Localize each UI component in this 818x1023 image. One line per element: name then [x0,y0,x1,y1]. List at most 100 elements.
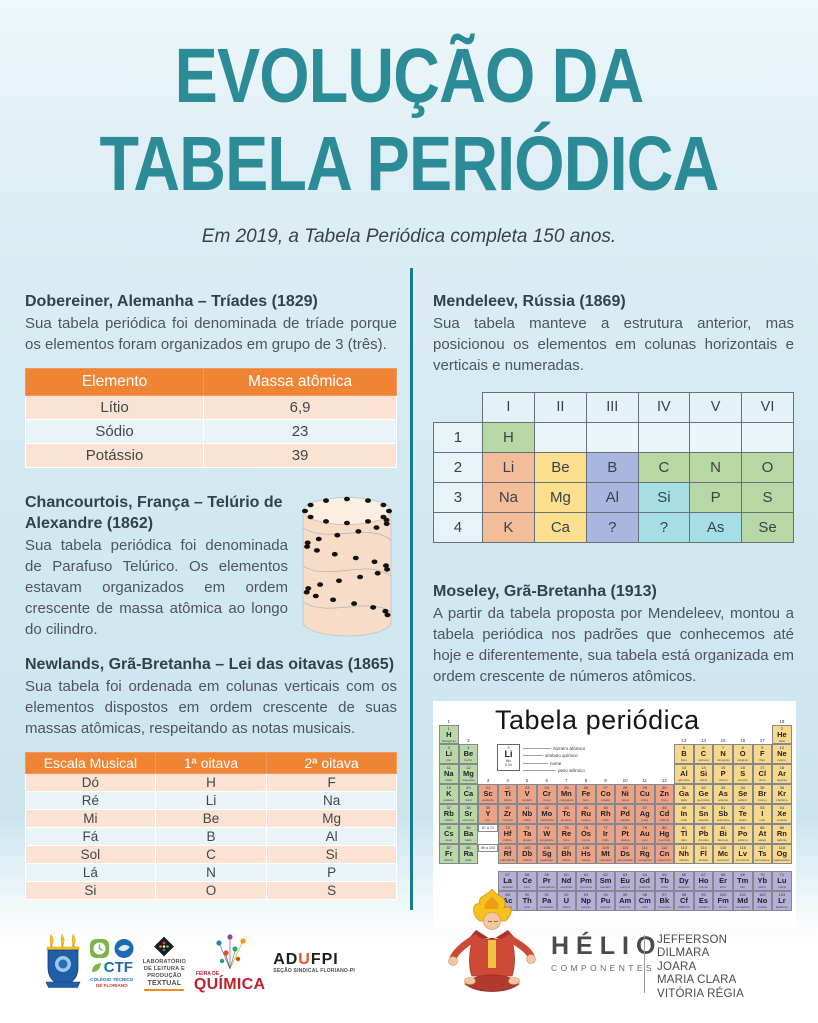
element-name: silício [699,778,708,783]
element-name: califórnio [677,904,690,909]
column-divider [410,268,413,910]
mendeleev-element-Al: Al [585,481,639,513]
element-symbol: F [760,749,765,759]
element-symbol: Sn [698,809,709,819]
moseley-heading: Moseley, Grã-Bretanha (1913) [433,582,657,600]
element-number: 37 [446,805,452,811]
element-name: amerício [619,904,631,909]
element-number: 43 [564,805,569,811]
element-Ra: 88 Ra rádio [458,843,479,864]
element-number: 62 [603,871,608,877]
poster-title-line1: EVOLUÇÃO DA [174,33,645,119]
element-Xe: 54 Xe xenônio [772,804,792,824]
element-symbol: Bi [719,828,727,838]
mendeleev-element-H: H [481,421,535,453]
element-symbol: Ir [603,828,609,838]
table-header-row: Elemento Massa atômica [24,368,397,396]
element-Be: 4 Be berílio [458,744,479,765]
element-name: mercúrio [658,837,671,842]
credit-name: VITÓRIA RÉGIA [657,987,744,1000]
element-number: 86 [779,824,785,830]
element-symbol: Ar [777,769,787,779]
mendeleev-element-Li: Li [481,451,535,483]
element-number: 71 [779,871,785,877]
ctf-line1: COLÉGIO TÉCNICO [90,976,134,982]
element-name: rubídio [444,818,454,823]
element-name: germânio [697,798,710,803]
table-row: Sol C Si [25,845,397,864]
element-name: dúbnio [522,857,532,862]
element-symbol: Y [485,809,491,819]
poster-title: EVOLUÇÃO DA TABELA PERIÓDICA [0,32,818,208]
element-Ds: 110 Ds darmstádtio [615,843,635,864]
element-symbol: Cs [444,828,454,838]
element-Tl: 81 Tl tálio [674,823,694,844]
element-number: 10 [779,745,785,751]
element-number: 107 [563,844,570,850]
element-number: 118 [778,844,786,850]
element-name: cério [523,884,531,889]
adufpi-title: ADUFPI [273,950,339,968]
element-symbol: Rn [776,828,787,838]
element-name: oxigênio [737,758,749,763]
element-symbol: Li [445,749,453,759]
element-name: enxofre [737,778,748,783]
element-name: praseodímio [538,884,556,889]
element-number: 103 [778,891,786,897]
legend-atomic-number: 3 [507,744,510,750]
element-name: arsênio [718,798,729,803]
element-name: radônio [776,837,787,842]
table-cell: Ré [25,791,156,810]
element-symbol: Zn [659,789,669,799]
element-Ba: 56 Ba bário [458,823,479,844]
table-cell: H [154,773,268,792]
table-cell: 6,9 [203,395,397,420]
element-symbol: V [524,789,530,799]
element-symbol: Lu [777,875,787,885]
element-name: érbio [719,884,727,889]
legend-labels: número atômico símbolo químico nome peso… [523,744,585,773]
element-symbol: Cn [659,848,670,858]
element-number: 98 [681,891,687,897]
actinide-range-marker: 89 a 103 [478,843,498,852]
element-symbol: La [503,875,512,885]
element-name: cádmio [659,818,670,823]
element-In: 49 In índio [674,804,694,824]
element-symbol: Au [639,828,650,838]
element-symbol: N [720,749,726,759]
element-Ni: 28 Ni níquel [615,784,635,805]
poster-subtitle: Em 2019, a Tabela Periódica completa 150… [201,226,617,247]
group-label-7: 7 [565,778,568,784]
element-symbol: Gd [639,875,650,885]
element-name: astato [758,837,767,842]
element-symbol: Si [699,769,708,779]
element-Tc: 43 Tc tecnécio [556,804,577,824]
element-Ru: 44 Ru rutênio [576,804,596,824]
table-cell: Mi [25,809,156,828]
credit-name: MARIA CLARA [657,974,737,987]
adufpi-subtitle: SEÇÃO SINDICAL FLORIANO-PI [273,967,355,974]
element-Bh: 107 Bh bóhrio [556,843,577,864]
table-cell: 39 [203,443,397,468]
element-symbol: Np [580,895,591,905]
element-name: neônio [777,758,787,763]
element-name: flúor [759,758,766,763]
element-symbol: Sr [464,809,473,819]
lab-underline [144,989,185,991]
element-symbol: Pr [542,875,551,885]
element-name: livermório [736,857,750,862]
group-label-15: 15 [720,738,726,744]
element-symbol: O [739,749,746,759]
element-number: 22 [505,785,510,791]
element-Ts: 117 Ts tennessino [752,843,773,864]
moseley-body: A partir da tabela proposta por Mendelee… [433,604,794,685]
element-number: 117 [759,844,766,850]
element-number: 2 [780,725,783,731]
credit-name: JEFFERSON [657,934,728,946]
element-Lv: 116 Lv livermório [732,843,753,864]
element-symbol: Sm [599,875,612,885]
element-number: 61 [583,871,589,877]
element-number: 56 [466,824,471,830]
element-Te: 52 Te telúrio [732,804,753,824]
element-Cf: 98 Cf califórnio [674,890,694,911]
